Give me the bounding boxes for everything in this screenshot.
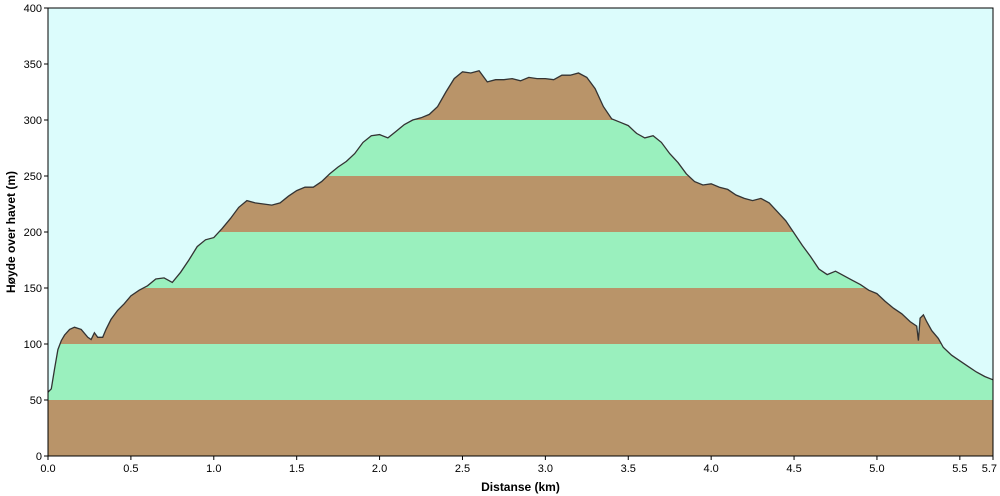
x-tick-label: 0.0 <box>40 463 55 475</box>
elevation-band <box>48 344 993 400</box>
x-tick-label: 4.0 <box>704 463 719 475</box>
y-tick-label: 200 <box>24 227 42 239</box>
x-tick-label: 1.5 <box>289 463 304 475</box>
x-tick-label: 2.0 <box>372 463 387 475</box>
x-axis: 0.0 0.5 1.0 1.5 2.0 2.5 3.0 3.5 4.0 4.5 5.0 5.5 5.7 <box>40 456 997 475</box>
elevation-line <box>47 69 994 393</box>
y-tick-label: 50 <box>30 395 42 407</box>
elevation-band <box>48 400 993 456</box>
x-tick-label: 3.5 <box>621 463 636 475</box>
y-tick-label: 0 <box>36 451 42 463</box>
y-tick-label: 350 <box>24 59 42 71</box>
x-tick-label: 5.7 <box>982 463 997 475</box>
x-tick-label: 5.5 <box>952 463 967 475</box>
x-tick-label: 1.0 <box>206 463 221 475</box>
y-tick-label: 250 <box>24 171 42 183</box>
y-tick-label: 400 <box>24 3 42 15</box>
sky-area <box>48 8 993 393</box>
x-tick-label: 0.5 <box>123 463 138 475</box>
x-tick-label: 5.0 <box>869 463 884 475</box>
y-axis-title: Høyde over havet (m) <box>4 171 18 293</box>
x-tick-label: 3.0 <box>538 463 553 475</box>
y-tick-label: 100 <box>24 339 42 351</box>
x-tick-label: 4.5 <box>786 463 801 475</box>
y-tick-label: 150 <box>24 283 42 295</box>
elevation-band <box>48 288 993 344</box>
x-tick-label: 2.5 <box>455 463 470 475</box>
y-axis: 0 50 100 150 200 250 300 350 400 <box>24 3 48 463</box>
x-axis-title: Distanse (km) <box>481 480 560 494</box>
y-tick-label: 300 <box>24 115 42 127</box>
